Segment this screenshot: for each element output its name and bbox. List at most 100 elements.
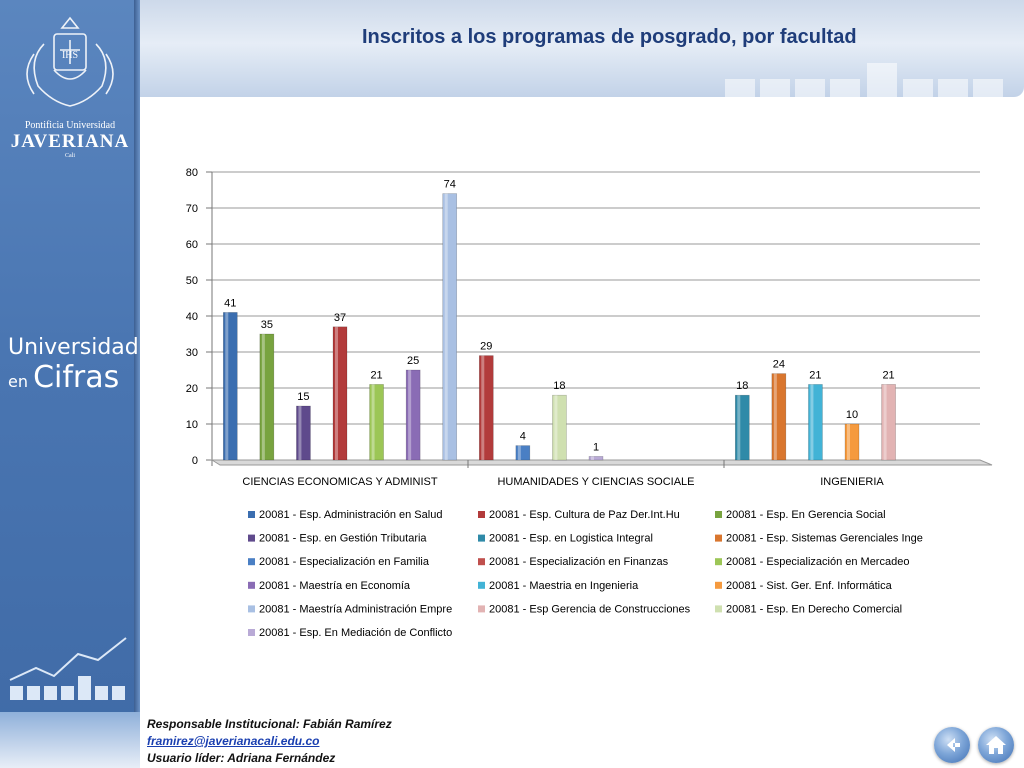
bar-value-label: 29 — [480, 341, 492, 353]
cifras-line2: en — [8, 372, 28, 391]
legend-entry: 20081 - Esp. en Gestión Tributaria — [259, 533, 427, 545]
bar-value-label: 24 — [773, 359, 785, 371]
bar — [515, 445, 531, 461]
bar — [844, 423, 860, 461]
y-tick-label: 10 — [186, 419, 198, 431]
header-deco-bar — [867, 63, 897, 97]
university-crest-logo: IHS — [26, 16, 114, 107]
svg-text:IHS: IHS — [62, 50, 78, 61]
legend-entry: 20081 - Esp. Cultura de Paz Der.Int.Hu — [489, 509, 680, 521]
y-tick-label: 40 — [186, 311, 198, 323]
sidebar-edge — [134, 0, 140, 768]
bar — [771, 373, 787, 461]
bar-value-label: 10 — [846, 409, 858, 421]
legend-entry: 20081 - Especialización en Mercadeo — [726, 556, 909, 568]
bar — [296, 405, 311, 461]
header-deco-bar — [760, 79, 790, 97]
legend-swatch — [715, 605, 722, 613]
sidebar-bottom-decoration — [0, 712, 140, 768]
bar — [259, 333, 275, 461]
legend-swatch — [248, 558, 255, 566]
bar-highlight — [847, 424, 850, 460]
legend-entry: 20081 - Esp. En Derecho Comercial — [726, 603, 902, 615]
bar-value-label: 37 — [334, 312, 346, 324]
bar-highlight — [335, 326, 338, 460]
chart-bars: 41 35 15 37 21 25 74 29 4 18 1 18 24 21 10 21 — [222, 179, 896, 461]
bar-highlight — [444, 193, 448, 460]
y-tick-label: 60 — [186, 239, 198, 251]
header-band — [140, 0, 1024, 97]
legend-entry: 20081 - Esp. En Gerencia Social — [726, 509, 886, 521]
legend-entry: 20081 - Maestría en Economía — [259, 580, 411, 592]
header-deco-bar — [795, 79, 825, 97]
legend-entry: 20081 - Esp Gerencia de Construcciones — [489, 603, 691, 615]
bar — [588, 456, 604, 461]
bar-highlight — [810, 384, 814, 460]
legend-swatch — [715, 581, 722, 589]
legend-entry: 20081 - Esp. en Logistica Integral — [489, 533, 653, 545]
legend-swatch — [248, 534, 255, 542]
chart-floor — [210, 459, 993, 466]
legend-swatch — [478, 558, 485, 566]
chart-grid — [206, 171, 980, 461]
header-deco-bar — [725, 79, 755, 97]
back-button[interactable] — [934, 727, 970, 763]
footer-email-link[interactable]: framirez@javerianacali.edu.co — [147, 734, 320, 748]
sidebar: IHS Pontificia Universidad JAVERIANA Cal… — [0, 0, 140, 768]
bar-highlight — [261, 334, 265, 460]
bar-highlight — [408, 370, 412, 460]
legend-swatch — [715, 511, 722, 518]
bar-highlight — [591, 456, 594, 460]
legend-swatch — [248, 581, 255, 589]
bar-chart: 0 10 20 30 40 50 60 70 80 41 35 15 37 21 25 74 29 4 18 1 18… — [186, 167, 993, 639]
university-line3: Cali — [65, 153, 75, 159]
back-arrow-icon — [947, 738, 960, 752]
growth-chart-icon — [9, 637, 127, 700]
bar-highlight — [517, 445, 521, 460]
category-label: INGENIERIA — [820, 476, 884, 488]
bar-value-label: 4 — [520, 431, 526, 443]
bar — [734, 394, 750, 461]
legend-swatch — [248, 511, 255, 518]
legend-swatch — [248, 605, 255, 613]
home-button[interactable] — [978, 727, 1014, 763]
bar — [222, 312, 238, 461]
header-deco-bar — [903, 79, 933, 97]
legend-entry: 20081 - Maestria en Ingenieria — [489, 580, 639, 592]
bar-value-label: 41 — [224, 297, 236, 309]
legend-swatch — [715, 534, 722, 542]
bar-value-label: 21 — [809, 369, 821, 381]
university-name: Pontificia Universidad JAVERIANA Cali — [0, 120, 140, 159]
legend-entry: 20081 - Especialización en Familia — [259, 556, 430, 568]
bar — [442, 193, 458, 461]
footer-credits: Responsable Institucional: Fabián Ramíre… — [147, 716, 392, 767]
y-tick-label: 30 — [186, 347, 198, 359]
footer-usuario: Usuario líder: Adriana Fernández — [147, 751, 336, 765]
chart-legend: 20081 - Esp. Administración en Salud 2008… — [248, 509, 923, 639]
legend-swatch — [248, 629, 255, 636]
y-tick-label: 80 — [186, 167, 198, 179]
legend-entry: 20081 - Esp. Administración en Salud — [259, 509, 442, 521]
bar-highlight — [773, 373, 777, 460]
legend-entry: 20081 - Esp. En Mediación de Conflicto — [259, 627, 452, 639]
chart-axis: 0 10 20 30 40 50 60 70 80 — [186, 167, 993, 468]
cifras-line1: Universidad — [8, 335, 139, 360]
page-title: Inscritos a los programas de posgrado, p… — [362, 26, 857, 48]
bar — [332, 326, 348, 461]
universidad-en-cifras-logo: Universidad en Cifras — [8, 335, 139, 395]
bar — [881, 384, 896, 461]
header-deco-bar — [938, 79, 968, 97]
y-tick-label: 0 — [192, 455, 198, 467]
y-tick-label: 70 — [186, 203, 198, 215]
bar-highlight — [225, 312, 229, 460]
legend-entry: 20081 - Sist. Ger. Enf. Informática — [726, 580, 893, 592]
bar-value-label: 15 — [297, 391, 309, 403]
category-labels: CIENCIAS ECONOMICAS Y ADMINIST HUMANIDADE… — [242, 476, 884, 488]
legend-swatch — [478, 534, 485, 542]
bar-value-label: 21 — [370, 369, 382, 381]
bar-value-label: 35 — [261, 319, 273, 331]
bar-highlight — [554, 395, 558, 460]
y-tick-label: 50 — [186, 275, 198, 287]
cifras-line3: Cifras — [33, 360, 120, 395]
bar-highlight — [883, 384, 887, 460]
